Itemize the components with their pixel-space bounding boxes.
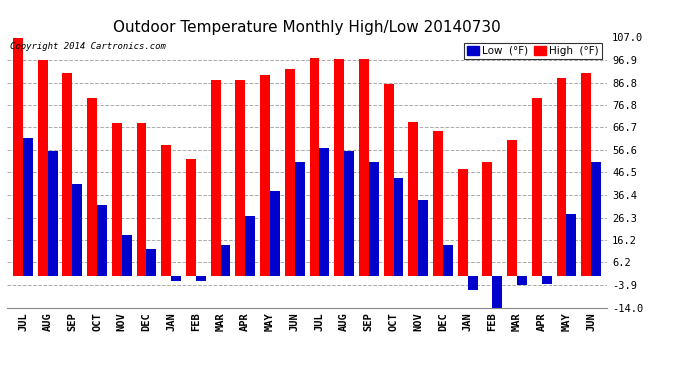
Bar bbox=[310, 58, 319, 276]
Bar bbox=[146, 249, 157, 276]
Bar bbox=[457, 169, 468, 276]
Bar bbox=[121, 235, 132, 276]
Legend: Low  (°F), High  (°F): Low (°F), High (°F) bbox=[464, 43, 602, 59]
Bar bbox=[171, 276, 181, 281]
Bar bbox=[468, 276, 477, 290]
Bar bbox=[384, 84, 393, 276]
Bar bbox=[235, 80, 245, 276]
Bar bbox=[532, 98, 542, 276]
Bar bbox=[482, 162, 493, 276]
Bar bbox=[285, 69, 295, 276]
Bar bbox=[196, 276, 206, 281]
Bar bbox=[493, 276, 502, 308]
Bar bbox=[260, 75, 270, 276]
Bar bbox=[245, 216, 255, 276]
Bar bbox=[557, 78, 566, 276]
Bar bbox=[23, 138, 33, 276]
Bar bbox=[393, 178, 404, 276]
Bar bbox=[344, 151, 354, 276]
Bar bbox=[137, 123, 146, 276]
Bar bbox=[270, 192, 280, 276]
Bar bbox=[13, 38, 23, 276]
Bar bbox=[295, 162, 304, 276]
Bar bbox=[334, 59, 344, 276]
Bar bbox=[369, 162, 379, 276]
Bar bbox=[186, 159, 196, 276]
Bar bbox=[433, 131, 443, 276]
Bar bbox=[443, 245, 453, 276]
Bar bbox=[63, 73, 72, 276]
Bar bbox=[38, 60, 48, 276]
Bar bbox=[542, 276, 551, 284]
Bar bbox=[210, 80, 221, 276]
Bar bbox=[591, 162, 601, 276]
Title: Outdoor Temperature Monthly High/Low 20140730: Outdoor Temperature Monthly High/Low 201… bbox=[113, 20, 501, 35]
Bar bbox=[408, 122, 418, 276]
Bar bbox=[359, 59, 369, 276]
Bar bbox=[87, 98, 97, 276]
Text: Copyright 2014 Cartronics.com: Copyright 2014 Cartronics.com bbox=[10, 42, 166, 51]
Bar bbox=[581, 73, 591, 276]
Bar bbox=[72, 184, 82, 276]
Bar bbox=[319, 148, 329, 276]
Bar bbox=[97, 205, 107, 276]
Bar bbox=[418, 200, 428, 276]
Bar bbox=[161, 145, 171, 276]
Bar bbox=[48, 151, 57, 276]
Bar bbox=[112, 123, 121, 276]
Bar bbox=[566, 214, 576, 276]
Bar bbox=[507, 140, 517, 276]
Bar bbox=[221, 245, 230, 276]
Bar bbox=[517, 276, 527, 285]
